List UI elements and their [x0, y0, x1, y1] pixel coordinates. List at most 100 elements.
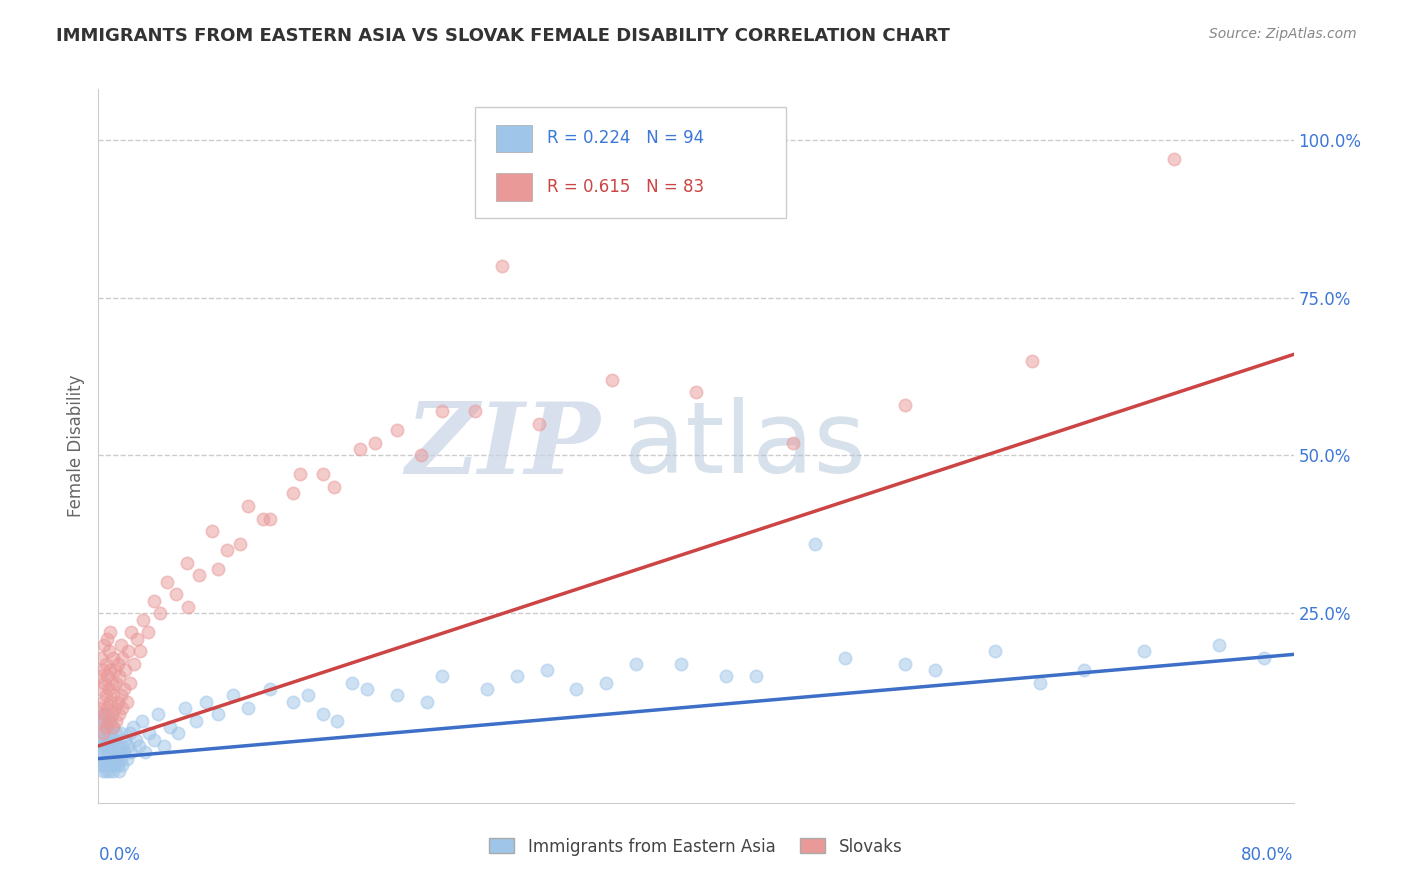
Text: atlas: atlas — [624, 398, 866, 494]
Point — [252, 511, 274, 525]
Point — [98, 758, 122, 772]
Point — [98, 695, 122, 709]
FancyBboxPatch shape — [475, 107, 786, 218]
Point — [103, 764, 125, 779]
Point — [96, 758, 118, 772]
Point — [90, 650, 112, 665]
Point — [110, 751, 132, 765]
Point — [385, 423, 409, 437]
Point — [229, 537, 252, 551]
Point — [110, 638, 132, 652]
Point — [103, 650, 125, 665]
Point — [323, 480, 346, 494]
Point — [782, 435, 804, 450]
Point — [114, 663, 136, 677]
Point — [89, 701, 111, 715]
Point — [215, 543, 238, 558]
Point — [506, 669, 529, 683]
Point — [138, 726, 160, 740]
Point — [96, 701, 118, 715]
Point — [108, 764, 131, 779]
Point — [129, 644, 152, 658]
Point — [91, 726, 114, 740]
Point — [98, 739, 122, 753]
Point — [94, 707, 117, 722]
Point — [148, 707, 170, 722]
Point — [94, 720, 117, 734]
Point — [117, 739, 139, 753]
Point — [132, 613, 155, 627]
Point — [91, 695, 114, 709]
Point — [117, 644, 139, 658]
Point — [104, 663, 127, 677]
Point — [115, 751, 138, 765]
Point — [177, 600, 200, 615]
Point — [685, 385, 707, 400]
Point — [93, 638, 115, 652]
Point — [105, 714, 128, 728]
Point — [894, 398, 917, 412]
Point — [207, 562, 229, 576]
Point — [342, 675, 364, 690]
Point — [134, 745, 156, 759]
Point — [110, 726, 132, 740]
Point — [96, 739, 118, 753]
FancyBboxPatch shape — [496, 125, 533, 152]
Point — [536, 663, 558, 677]
Point — [174, 701, 197, 715]
Point — [90, 739, 112, 753]
Point — [411, 449, 433, 463]
Point — [131, 714, 153, 728]
Point — [595, 675, 617, 690]
Point — [107, 758, 129, 772]
Point — [834, 650, 856, 665]
Point — [984, 644, 1007, 658]
Point — [1208, 638, 1230, 652]
Point — [166, 726, 188, 740]
Text: R = 0.615   N = 83: R = 0.615 N = 83 — [547, 178, 704, 196]
Point — [297, 689, 319, 703]
Point — [98, 625, 122, 640]
Point — [356, 682, 378, 697]
Point — [96, 669, 118, 683]
Point — [430, 669, 453, 683]
Point — [128, 739, 150, 753]
Point — [222, 689, 245, 703]
Point — [93, 739, 115, 753]
Point — [187, 568, 209, 582]
Point — [101, 732, 124, 747]
Point — [93, 675, 115, 690]
Point — [94, 689, 117, 703]
Text: R = 0.224   N = 94: R = 0.224 N = 94 — [547, 129, 704, 147]
Point — [111, 701, 134, 715]
Point — [464, 404, 486, 418]
Point — [110, 689, 132, 703]
Point — [91, 663, 114, 677]
Point — [894, 657, 917, 671]
Point — [349, 442, 371, 457]
Point — [97, 714, 120, 728]
Point — [90, 714, 112, 728]
Point — [153, 739, 176, 753]
Point — [311, 707, 333, 722]
Point — [111, 758, 134, 772]
Point — [91, 707, 114, 722]
Point — [259, 682, 281, 697]
Point — [101, 707, 124, 722]
Point — [430, 404, 453, 418]
Point — [745, 669, 768, 683]
Point — [156, 574, 179, 589]
Point — [103, 689, 125, 703]
Point — [1028, 675, 1050, 690]
Point — [103, 720, 125, 734]
Point — [184, 714, 207, 728]
Point — [924, 663, 946, 677]
Point — [103, 720, 125, 734]
Point — [96, 632, 118, 646]
Point — [136, 625, 159, 640]
Point — [107, 657, 129, 671]
Point — [1133, 644, 1156, 658]
Point — [176, 556, 198, 570]
Point — [98, 714, 122, 728]
Point — [142, 593, 165, 607]
